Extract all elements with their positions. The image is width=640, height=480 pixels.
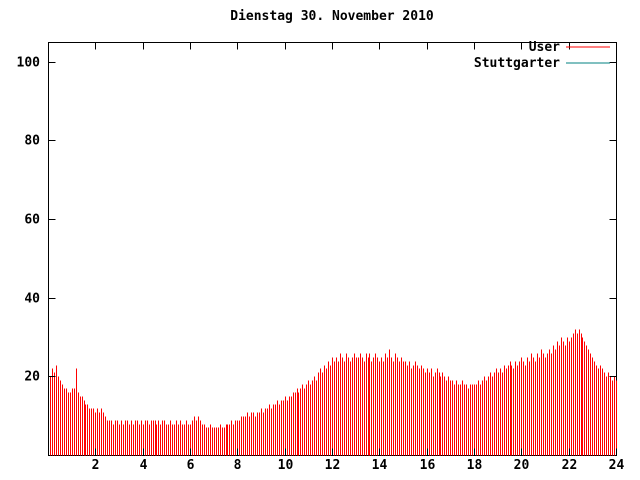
x-tick-label: 4	[140, 458, 148, 473]
x-tick-label: 16	[420, 458, 436, 473]
y-tick-label: 40	[24, 292, 40, 307]
y-tick-label: 100	[17, 56, 41, 71]
x-tick-label: 22	[562, 458, 578, 473]
legend: User Stuttgarter	[474, 40, 610, 71]
x-tick-label: 24	[609, 458, 625, 473]
legend-label-user: User	[529, 40, 560, 55]
x-tick-label: 18	[467, 458, 483, 473]
y-tick-label: 60	[24, 213, 40, 228]
x-tick-label: 12	[325, 458, 341, 473]
user-bars	[50, 329, 617, 456]
x-tick-label: 2	[92, 458, 100, 473]
x-tick-label: 14	[372, 458, 388, 473]
chart-title: Dienstag 30. November 2010	[230, 9, 434, 24]
x-tick-label: 10	[278, 458, 294, 473]
x-tick-label: 8	[234, 458, 242, 473]
x-tick-label: 20	[514, 458, 530, 473]
x-tick-label: 6	[187, 458, 195, 473]
y-tick-label: 80	[24, 134, 40, 149]
legend-label-stuttgarter: Stuttgarter	[474, 56, 560, 71]
axis-ticks	[48, 42, 617, 456]
y-tick-label: 20	[24, 370, 40, 385]
